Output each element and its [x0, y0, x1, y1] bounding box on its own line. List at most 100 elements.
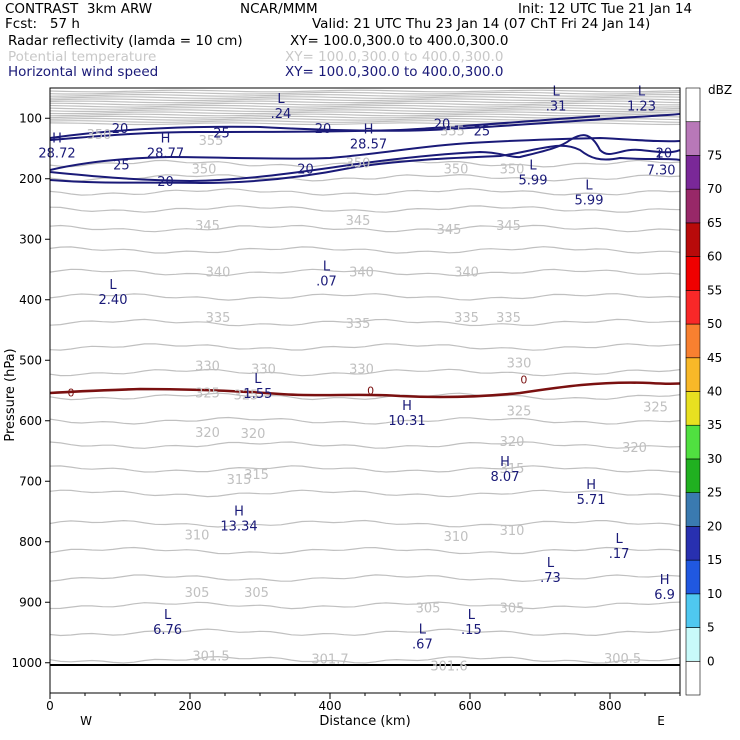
colorbar-swatch — [685, 357, 701, 392]
theta-contour-line — [50, 173, 680, 182]
wind-contour-mid — [50, 136, 680, 171]
theta-label: 340 — [454, 266, 479, 281]
theta-contour-line — [50, 224, 680, 233]
colorbar-swatch — [685, 593, 701, 628]
model-title: CONTRAST 3km ARW — [5, 1, 153, 17]
x-tick-label: 400 — [319, 699, 342, 713]
wind-speed-label: 20 — [434, 117, 451, 132]
extremum-value: 13.34 — [220, 520, 257, 535]
extremum-value: .73 — [540, 571, 561, 586]
wind-speed-label: 20 — [297, 163, 314, 178]
colorbar-swatch — [685, 492, 701, 527]
theta-label: 345 — [437, 223, 462, 238]
colorbar-label: 45 — [707, 351, 722, 365]
y-tick-label: 100 — [19, 111, 42, 125]
high-marker: H — [364, 122, 374, 137]
theta-contour-line — [50, 102, 680, 106]
colorbar-swatch — [685, 627, 701, 662]
wind-speed-label: 20 — [315, 122, 332, 137]
colorbar-label: 20 — [707, 519, 722, 533]
y-tick-label: 800 — [19, 535, 42, 549]
theta-contour-line — [50, 546, 680, 555]
y-axis-label: Pressure (hPa) — [3, 348, 18, 441]
y-tick-label: 500 — [19, 353, 42, 367]
colorbar-label: 65 — [707, 216, 722, 230]
colorbar-label: 75 — [707, 148, 722, 162]
high-marker: H — [586, 478, 596, 493]
x-tick-label: 600 — [459, 699, 482, 713]
extremum-value: 5.71 — [577, 493, 606, 508]
low-marker: L — [547, 556, 555, 571]
theta-contour-line — [50, 111, 680, 115]
theta-label: 300.5 — [604, 652, 641, 667]
high-marker: H — [660, 573, 670, 588]
theta-contour-line — [50, 465, 680, 473]
y-tick-label: 900 — [19, 595, 42, 609]
low-marker: L — [585, 179, 593, 194]
theta-contour-line — [50, 368, 680, 377]
freezing-label: 0 — [520, 374, 527, 387]
y-tick-label: 200 — [19, 172, 42, 186]
extremum-value: .24 — [271, 107, 292, 122]
colorbar-swatch — [685, 256, 701, 291]
theta-contour-line — [50, 106, 680, 110]
extremum-value: 10.31 — [388, 414, 425, 429]
wind-contour-lower — [50, 134, 680, 183]
colorbar-swatch — [685, 391, 701, 426]
colorbar-label: 25 — [707, 486, 722, 500]
theta-contour-line — [50, 489, 680, 498]
extremum-value: 1.55 — [243, 387, 272, 402]
freezing-label: 0 — [68, 386, 75, 399]
freezing-label: 0 — [367, 385, 374, 398]
extremum-value: 6.9 — [654, 588, 675, 603]
high-marker: H — [402, 399, 412, 414]
theta-contour-line — [50, 416, 680, 425]
field3-label: Horizontal wind speed — [8, 64, 159, 80]
theta-label: 320 — [195, 426, 220, 441]
extremum-value: 8.07 — [491, 470, 520, 485]
colorbar-label: 15 — [707, 553, 722, 567]
theta-label: 305 — [416, 601, 441, 616]
extremum-value: .67 — [412, 638, 433, 653]
theta-label: 320 — [241, 427, 266, 442]
theta-contour-line — [50, 628, 680, 637]
extremum-value: 28.72 — [38, 146, 75, 161]
theta-contour-line — [50, 113, 680, 117]
theta-contour-line — [50, 89, 680, 93]
x-tick-label: 0 — [46, 699, 54, 713]
wind-speed-label: 25 — [213, 126, 230, 141]
theta-label: 345 — [346, 214, 371, 229]
theta-label: 350 — [346, 157, 371, 172]
colorbar-swatch — [685, 87, 701, 123]
colorbar-swatch — [685, 660, 701, 696]
colorbar-title: dBZ — [708, 83, 732, 97]
extremum-value: 2.40 — [99, 293, 128, 308]
wind-speed-label: 25 — [113, 158, 130, 173]
theta-label: 345 — [496, 219, 521, 234]
theta-label: 301.5 — [192, 650, 229, 665]
theta-contour-line — [50, 655, 680, 664]
theta-contours — [50, 89, 680, 664]
theta-contour-line — [50, 93, 680, 97]
colorbar-swatch — [685, 559, 701, 595]
theta-label: 315 — [244, 468, 269, 483]
colorbar: 0 5 10 15 20 25 30 35 40 45 50 55 60 65 70 75 — [685, 87, 722, 696]
colorbar-swatch — [685, 424, 701, 460]
colorbar-swatch — [685, 323, 701, 359]
theta-label: 335 — [454, 311, 479, 326]
colorbar-label: 10 — [707, 587, 722, 601]
theta-label: 350 — [192, 163, 217, 178]
theta-label: 310 — [500, 524, 525, 539]
theta-label: 330 — [251, 362, 276, 377]
extremum-value: 6.76 — [153, 623, 182, 638]
extremum-value: 28.57 — [350, 137, 387, 152]
x-end-left: W — [80, 714, 92, 728]
extremum-value: 1.23 — [627, 99, 656, 114]
theta-contour-line — [50, 109, 680, 112]
theta-label: 355 — [199, 134, 224, 149]
wind-contour-bottom — [50, 144, 680, 185]
extremum-value: 5.99 — [575, 194, 604, 209]
theta-contour-line — [50, 117, 680, 121]
forecast-hour: Fcst: 57 h — [5, 16, 80, 32]
colorbar-swatch — [685, 188, 701, 224]
